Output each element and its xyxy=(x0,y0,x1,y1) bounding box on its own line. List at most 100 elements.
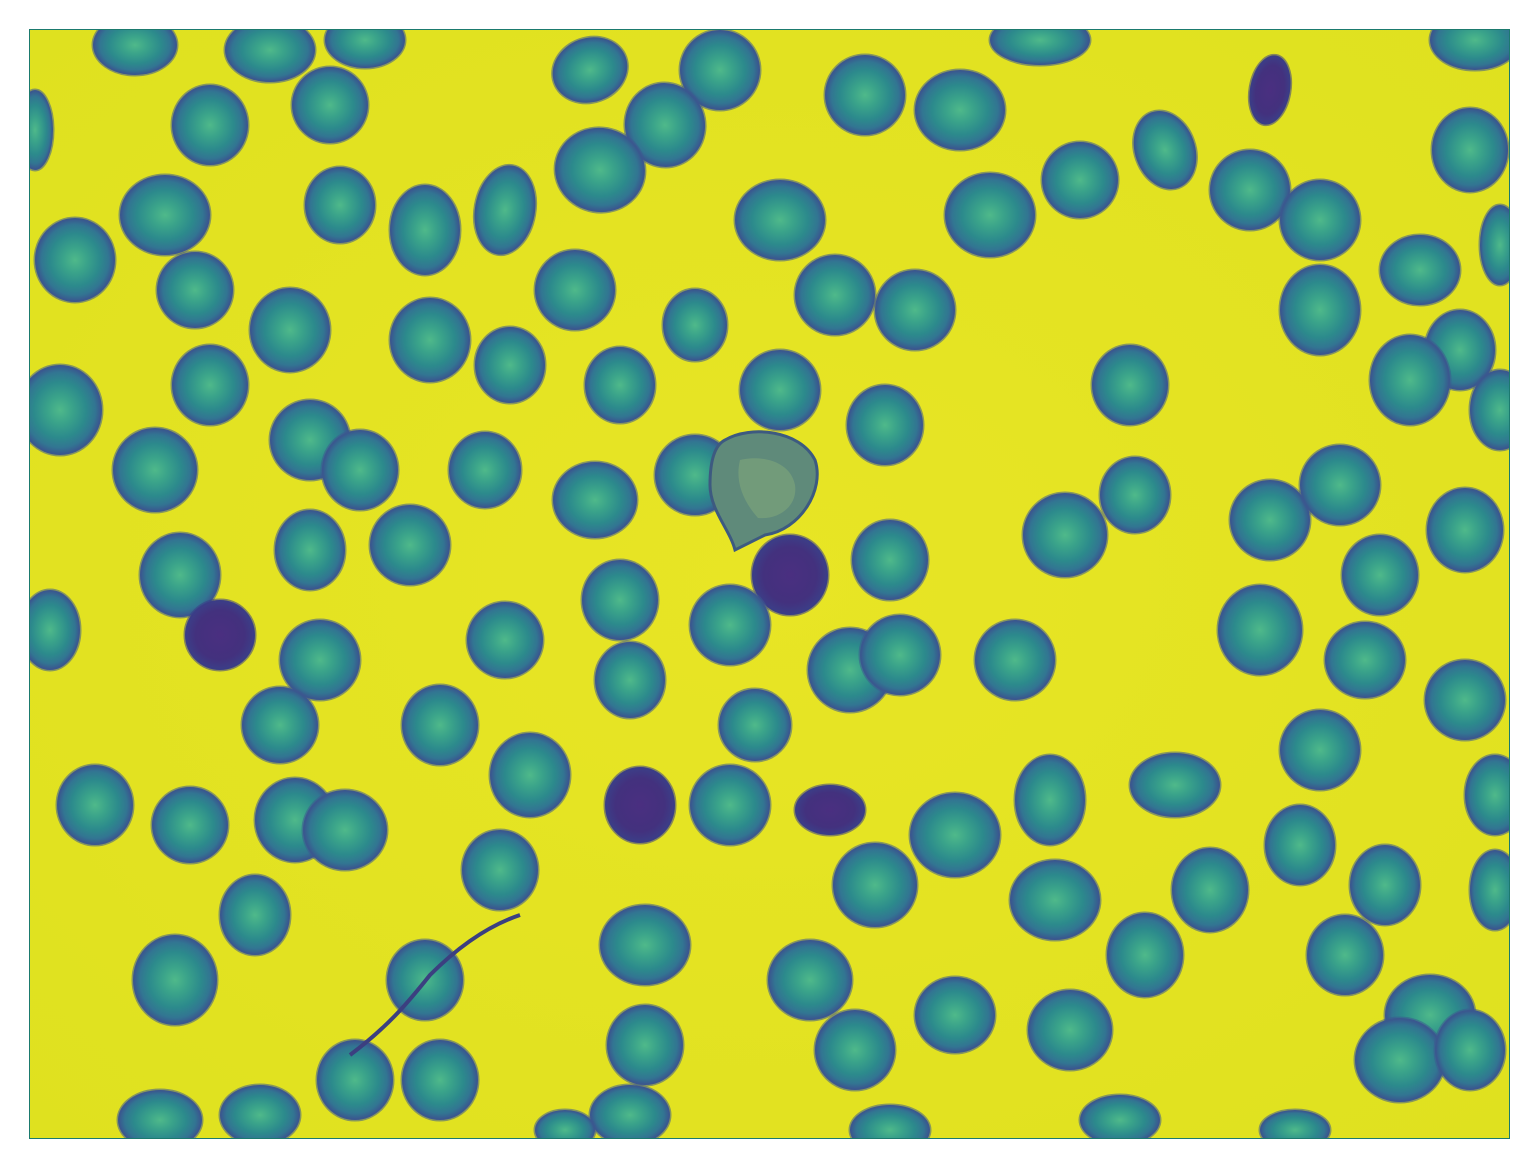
red-blood-cell xyxy=(30,363,104,457)
red-blood-cell xyxy=(315,1038,395,1122)
red-blood-cell xyxy=(170,83,250,167)
red-blood-cell xyxy=(1278,178,1362,262)
red-blood-cell xyxy=(273,508,347,592)
red-blood-cell xyxy=(873,268,957,352)
red-blood-cell xyxy=(1216,583,1304,677)
red-blood-cell xyxy=(131,933,219,1027)
red-blood-cell xyxy=(290,65,370,145)
red-blood-cell xyxy=(688,583,772,667)
red-blood-cell xyxy=(400,1038,480,1122)
dark-red-blood-cell xyxy=(183,598,257,672)
red-blood-cell xyxy=(858,613,942,697)
red-blood-cell xyxy=(605,1003,685,1087)
red-blood-cell xyxy=(1298,443,1382,527)
red-blood-cell xyxy=(1468,368,1509,452)
red-blood-cell xyxy=(733,178,827,262)
red-blood-cell xyxy=(155,250,235,330)
red-blood-cell xyxy=(116,1088,204,1138)
image-frame xyxy=(29,29,1510,1139)
red-blood-cell xyxy=(1348,843,1422,927)
red-blood-cell xyxy=(738,348,822,432)
red-blood-cell xyxy=(583,345,657,425)
fiber-strand xyxy=(348,913,521,1057)
red-blood-cell xyxy=(30,588,82,672)
red-blood-cell xyxy=(1040,140,1120,220)
red-blood-cell xyxy=(766,938,854,1022)
smear-artifacts xyxy=(348,430,819,1057)
red-blood-cell xyxy=(472,163,538,257)
red-blood-cell xyxy=(1278,708,1362,792)
red-blood-cells xyxy=(30,30,1509,1138)
red-blood-cell xyxy=(588,1083,672,1138)
red-blood-cell xyxy=(240,685,320,765)
red-blood-cell xyxy=(55,763,135,847)
red-blood-cell xyxy=(465,600,545,680)
red-blood-cell xyxy=(1078,1093,1162,1138)
red-blood-cell xyxy=(1228,478,1312,562)
red-blood-cell xyxy=(1008,858,1102,942)
red-blood-cell xyxy=(1463,753,1509,837)
dark-red-blood-cell xyxy=(750,533,830,617)
parasite-inclusion xyxy=(738,458,796,519)
red-blood-cell xyxy=(623,81,707,169)
red-blood-cell xyxy=(33,216,117,304)
red-blood-cell xyxy=(111,426,199,514)
red-blood-cell xyxy=(1378,233,1462,307)
red-blood-cell xyxy=(488,731,572,819)
red-blood-cell xyxy=(138,531,222,619)
red-blood-cell xyxy=(1468,848,1509,932)
red-blood-cell xyxy=(831,841,919,929)
red-blood-cell xyxy=(678,30,762,112)
red-blood-cell xyxy=(1278,263,1362,357)
red-blood-cell xyxy=(170,343,250,427)
red-blood-cell xyxy=(1305,913,1385,997)
red-blood-cell xyxy=(793,253,877,337)
red-blood-cell xyxy=(580,558,660,642)
red-blood-cell xyxy=(1021,491,1109,579)
red-blood-cell xyxy=(845,383,925,467)
red-blood-cell xyxy=(661,287,729,363)
red-blood-cell xyxy=(1258,1108,1332,1138)
red-blood-cell xyxy=(1263,803,1337,887)
red-blood-cell xyxy=(1353,1016,1447,1104)
dark-red-blood-cell xyxy=(793,783,867,837)
red-blood-cell xyxy=(551,35,629,105)
red-blood-cell xyxy=(400,683,480,767)
red-blood-cell xyxy=(1368,333,1452,427)
red-blood-cell xyxy=(1430,106,1509,194)
red-blood-cell xyxy=(150,785,230,865)
red-blood-cell xyxy=(1105,911,1185,999)
red-blood-cell xyxy=(1132,109,1198,191)
red-blood-cell xyxy=(1340,533,1420,617)
red-blood-cell xyxy=(988,30,1092,67)
red-blood-cell xyxy=(1208,148,1292,232)
red-blood-cell xyxy=(913,68,1007,152)
red-blood-cell xyxy=(1428,30,1509,72)
red-blood-cell xyxy=(533,248,617,332)
red-blood-cell xyxy=(303,165,377,245)
red-blood-cell xyxy=(223,30,317,84)
red-blood-cell xyxy=(593,640,667,720)
red-blood-cell xyxy=(248,286,332,374)
red-blood-cell xyxy=(850,518,930,602)
red-blood-cell xyxy=(908,791,1002,879)
red-blood-cell xyxy=(598,903,692,987)
red-blood-cell xyxy=(368,503,452,587)
red-blood-cell xyxy=(551,460,639,540)
red-blood-cell xyxy=(1098,455,1172,535)
red-blood-cell xyxy=(823,53,907,137)
red-blood-cell xyxy=(1433,1008,1507,1092)
dark-red-blood-cell xyxy=(1247,53,1293,127)
red-blood-cell xyxy=(973,618,1057,702)
red-blood-cell xyxy=(460,828,540,912)
red-blood-cell xyxy=(913,975,997,1055)
red-blood-cell xyxy=(533,1108,597,1138)
red-blood-cell xyxy=(943,171,1037,259)
red-blood-cell xyxy=(1090,343,1170,427)
red-blood-cell xyxy=(813,1008,897,1092)
red-blood-cell xyxy=(323,30,407,70)
red-blood-cell xyxy=(447,430,523,510)
red-blood-cell xyxy=(218,873,292,957)
red-blood-cell xyxy=(688,763,772,847)
